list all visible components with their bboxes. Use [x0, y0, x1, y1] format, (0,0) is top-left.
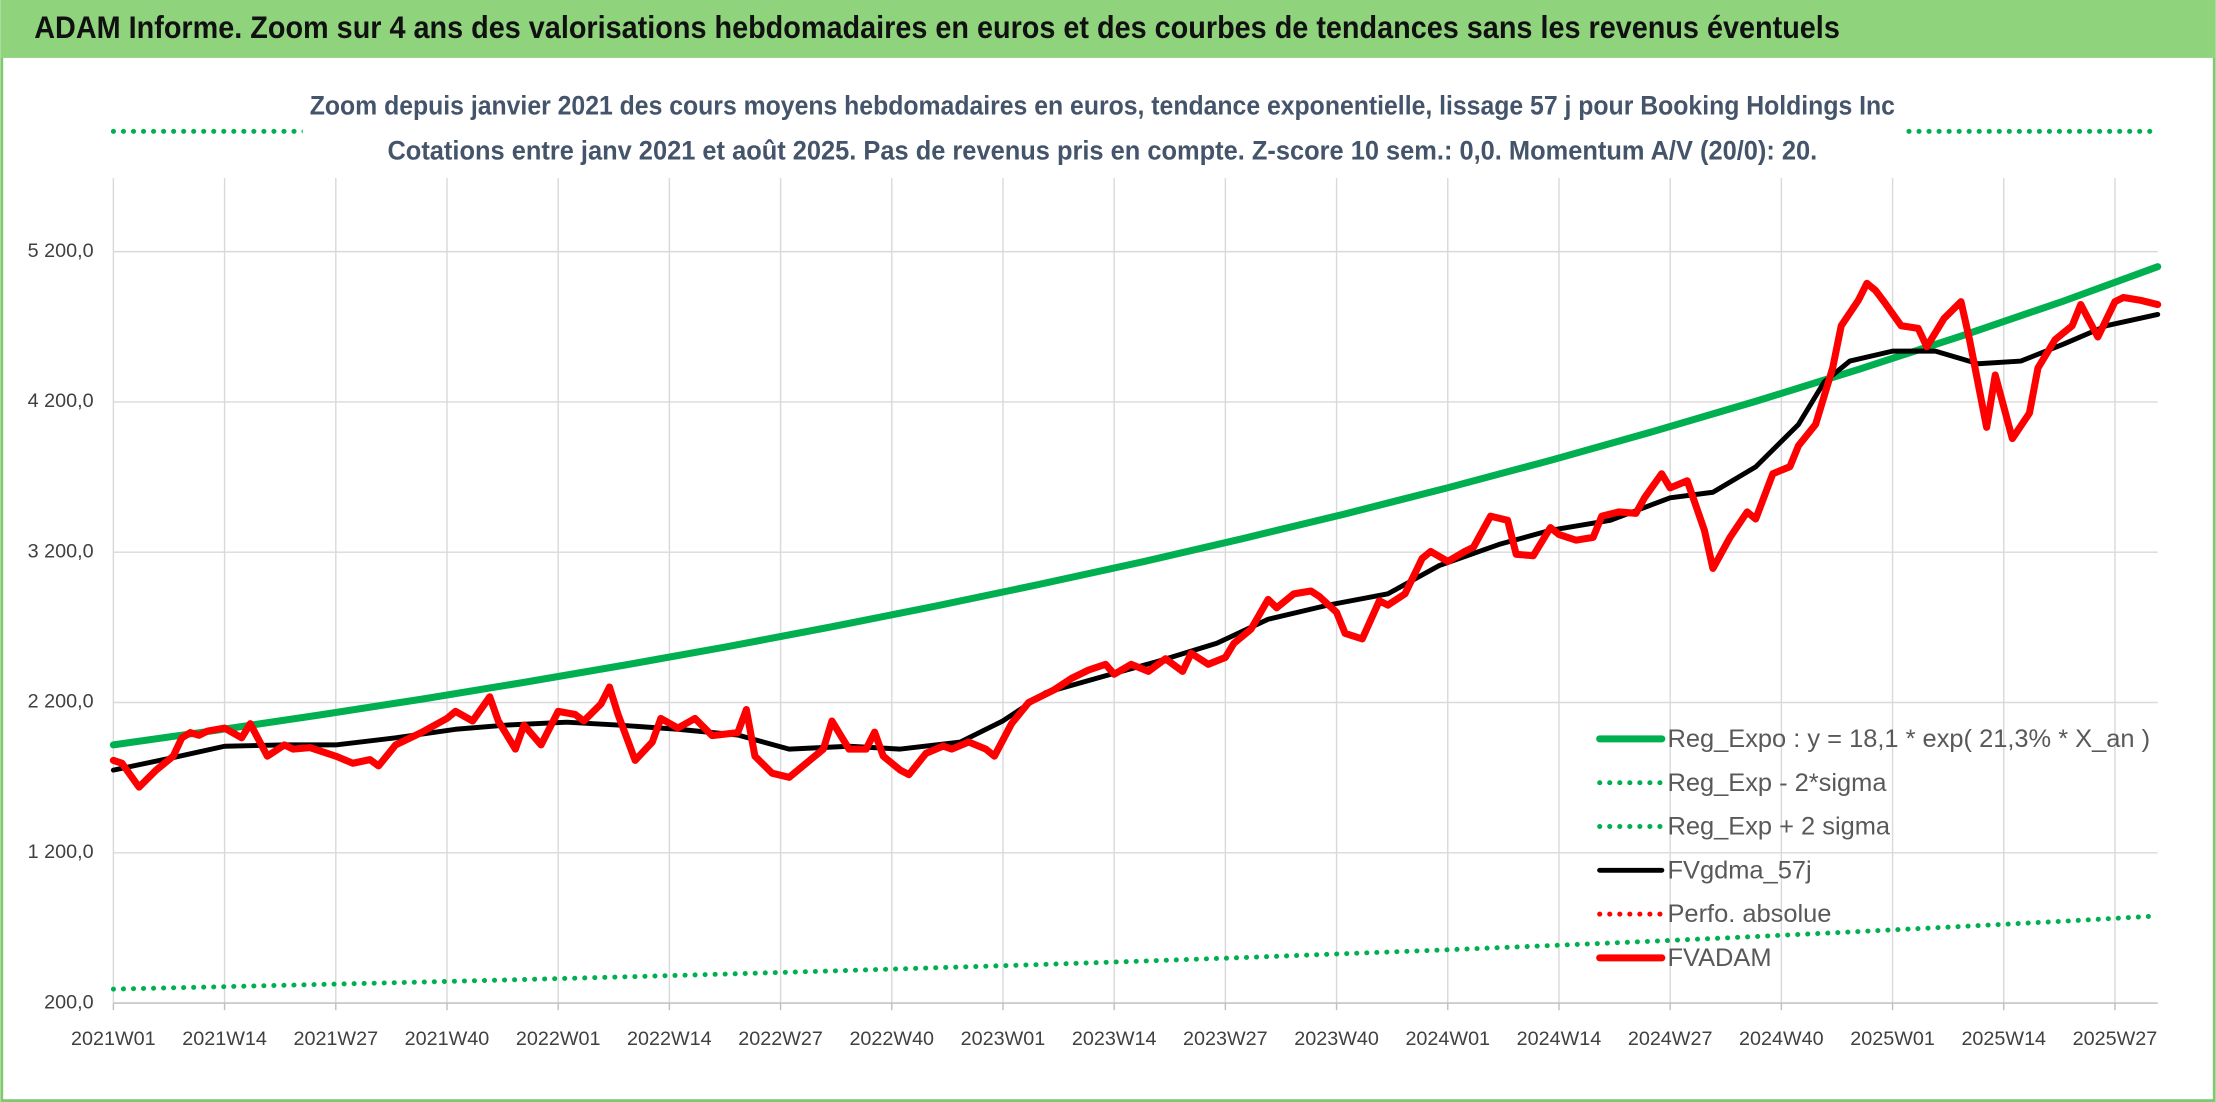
x-tick-label: 2021W01 [71, 1028, 156, 1050]
x-tick-label: 2022W01 [516, 1028, 601, 1050]
series-line [110, 311, 2161, 773]
legend-label: Reg_Expo : y = 18,1 * exp( 21,3% * X_an … [1667, 725, 2150, 753]
x-tick-label: 2023W27 [1183, 1028, 1268, 1050]
y-tick-label: 3 200,0 [28, 540, 94, 562]
y-tick-label: 200,0 [44, 991, 93, 1013]
y-tick-label: 2 200,0 [28, 691, 94, 713]
x-tick-label: 2024W40 [1739, 1028, 1824, 1050]
series-line [110, 913, 2161, 992]
x-tick-label: 2021W27 [293, 1028, 378, 1050]
x-tick-label: 2025W27 [2073, 1028, 2158, 1050]
legend-label: Perfo. absolue [1667, 900, 1831, 928]
legend-label: Reg_Exp + 2 sigma [1667, 813, 1890, 841]
header-bar [0, 0, 2216, 58]
chart-title: ADAM Informe. Zoom sur 4 ans des valoris… [34, 10, 1840, 45]
x-tick-label: 2025W14 [1961, 1028, 2046, 1050]
subtitle: Zoom depuis janvier 2021 des cours moyen… [310, 90, 1895, 120]
x-tick-label: 2024W27 [1628, 1028, 1713, 1050]
x-tick-label: 2023W40 [1294, 1028, 1379, 1050]
legend-label: FVADAM [1667, 944, 1771, 972]
legend-label: Reg_Exp - 2*sigma [1667, 769, 1887, 797]
x-tick-label: 2021W40 [405, 1028, 490, 1050]
series-line [109, 279, 2162, 791]
x-tick-label: 2021W14 [182, 1028, 267, 1050]
y-tick-label: 4 200,0 [28, 390, 94, 412]
x-tick-label: 2024W01 [1405, 1028, 1490, 1050]
x-tick-label: 2023W01 [961, 1028, 1046, 1050]
legend: Reg_Expo : y = 18,1 * exp( 21,3% * X_an … [1596, 725, 2150, 972]
y-tick-label: 5 200,0 [28, 240, 94, 262]
x-tick-label: 2022W27 [738, 1028, 823, 1050]
y-tick-label: 1 200,0 [28, 841, 94, 863]
x-tick-label: 2022W14 [627, 1028, 712, 1050]
subtitle: Cotations entre janv 2021 et août 2025. … [387, 136, 1817, 166]
x-tick-label: 2023W14 [1072, 1028, 1157, 1050]
legend-label: FVgdma_57j [1667, 856, 1811, 884]
x-tick-label: 2024W14 [1517, 1028, 1602, 1050]
x-tick-label: 2025W01 [1850, 1028, 1935, 1050]
x-tick-label: 2022W40 [849, 1028, 934, 1050]
subtitle-box [302, 81, 1903, 179]
